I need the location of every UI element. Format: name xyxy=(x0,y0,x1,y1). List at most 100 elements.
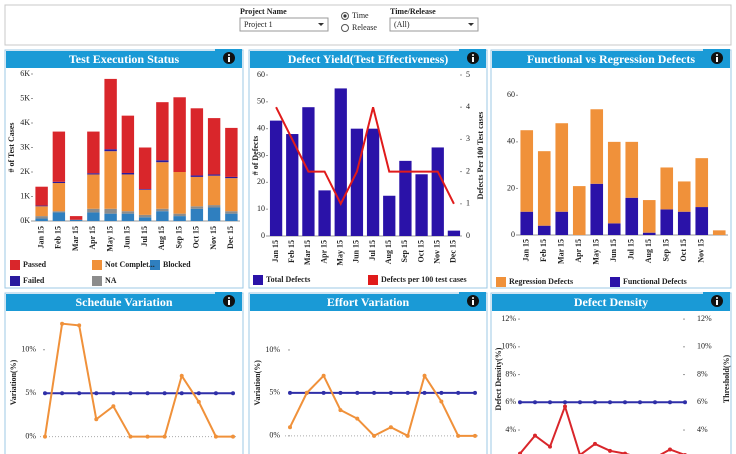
y-tick-label: 50 xyxy=(257,97,265,106)
point xyxy=(593,400,597,405)
bar-segment xyxy=(156,208,169,212)
bar-segment xyxy=(225,211,238,214)
point xyxy=(196,391,201,396)
bar-segment xyxy=(190,208,204,221)
point xyxy=(388,390,393,395)
panel-header xyxy=(6,51,242,68)
axis-label: # of Defects xyxy=(251,136,260,176)
project-select[interactable] xyxy=(239,17,329,32)
panel-header xyxy=(250,51,486,68)
x-tick-label: Dec 15 xyxy=(449,240,458,263)
axis-label: Variation(%) xyxy=(9,359,18,405)
bar-segment xyxy=(190,108,204,176)
bar-segment xyxy=(121,211,135,214)
bar-segment xyxy=(52,181,66,184)
time-option: Time xyxy=(352,11,369,20)
time-release-label: Time/Release xyxy=(390,7,436,16)
axis-label: Defect Density(%) xyxy=(494,347,503,410)
bar-segment xyxy=(712,230,726,235)
axis-label: Variation(%) xyxy=(253,360,262,406)
bar-segment xyxy=(677,211,691,235)
y-tick-label: 2 xyxy=(466,166,470,175)
info-glyph xyxy=(228,57,230,62)
point xyxy=(439,399,444,404)
y-tick-label: 0 xyxy=(261,231,265,240)
plot xyxy=(285,373,480,438)
axis-label: Defects Per 100 Test cases xyxy=(476,112,485,200)
y-tick-label: 4% xyxy=(505,425,516,434)
y-tick-label: 0 xyxy=(511,230,515,239)
point xyxy=(623,451,627,454)
y-tick-label: 60 xyxy=(507,90,515,99)
info-glyph xyxy=(472,54,474,56)
point xyxy=(179,391,184,396)
bar-segment xyxy=(138,214,152,218)
x-tick-label: Nov 15 xyxy=(209,226,218,250)
info-glyph xyxy=(472,297,474,299)
bar-segment xyxy=(104,78,117,150)
y-tick-label: 1K xyxy=(20,191,30,200)
x-tick-label: Jun 15 xyxy=(123,226,132,249)
bar-segment xyxy=(87,173,100,175)
bar-segment xyxy=(207,205,221,208)
point xyxy=(473,433,477,438)
point xyxy=(355,390,360,395)
plot xyxy=(40,321,238,439)
y-tick-label: 10% xyxy=(501,342,516,351)
radio-release[interactable] xyxy=(341,24,349,32)
panel-title: Defect Yield(Test Effectiveness) xyxy=(288,52,449,66)
bar-segment xyxy=(121,174,135,212)
bar-segment xyxy=(537,225,551,235)
bar-segment xyxy=(121,115,135,173)
point xyxy=(593,441,597,446)
point xyxy=(304,390,309,395)
bar-segment xyxy=(225,178,238,212)
axis-label: # of Test Cases xyxy=(7,122,16,172)
info-glyph xyxy=(472,57,474,62)
point xyxy=(563,400,567,405)
x-tick-label: Sep 15 xyxy=(174,226,183,248)
bar-segment xyxy=(138,217,152,221)
y-tick-label: 8% xyxy=(697,369,708,378)
panel xyxy=(4,292,244,454)
info-glyph xyxy=(228,300,230,305)
point xyxy=(533,433,537,438)
bar-segment xyxy=(156,102,169,161)
bar-segment xyxy=(173,97,186,172)
x-tick-label: Jul 15 xyxy=(368,240,377,261)
bar-segment xyxy=(207,118,221,175)
bar-segment xyxy=(660,209,674,235)
bar-segment xyxy=(35,218,48,221)
y-tick-label: 10% xyxy=(21,345,36,354)
x-tick-label: Jul 15 xyxy=(627,239,636,260)
info-glyph xyxy=(228,54,230,56)
point xyxy=(196,399,201,404)
bar-segment xyxy=(69,216,83,220)
radio-dot xyxy=(343,14,347,18)
legend-label: Regression Defects xyxy=(509,277,573,286)
bar-segment xyxy=(104,151,117,209)
y-tick-label: 12% xyxy=(501,314,516,323)
axis-label: Threshold(%) xyxy=(722,355,731,404)
bar xyxy=(431,147,444,236)
point xyxy=(473,390,477,395)
bar-segment xyxy=(69,219,83,221)
time-release-select[interactable] xyxy=(389,17,479,32)
point xyxy=(288,425,292,430)
point xyxy=(128,434,133,439)
y-tick-label: 40 xyxy=(257,123,265,132)
bar-segment xyxy=(35,205,48,207)
point xyxy=(77,391,82,396)
y-tick-label: 5% xyxy=(269,388,280,397)
bar-segment xyxy=(207,207,221,221)
y-tick-label: 3K xyxy=(20,142,30,151)
bar-segment xyxy=(87,208,100,213)
point xyxy=(94,417,99,422)
panel-header xyxy=(250,294,486,311)
bar-segment xyxy=(695,207,709,235)
point xyxy=(668,400,672,405)
x-tick-label: Apr 15 xyxy=(319,240,328,264)
y-tick-label: 0 xyxy=(466,231,470,240)
x-tick-label: Mar 15 xyxy=(71,226,80,251)
x-tick-label: Jul 15 xyxy=(140,226,149,247)
